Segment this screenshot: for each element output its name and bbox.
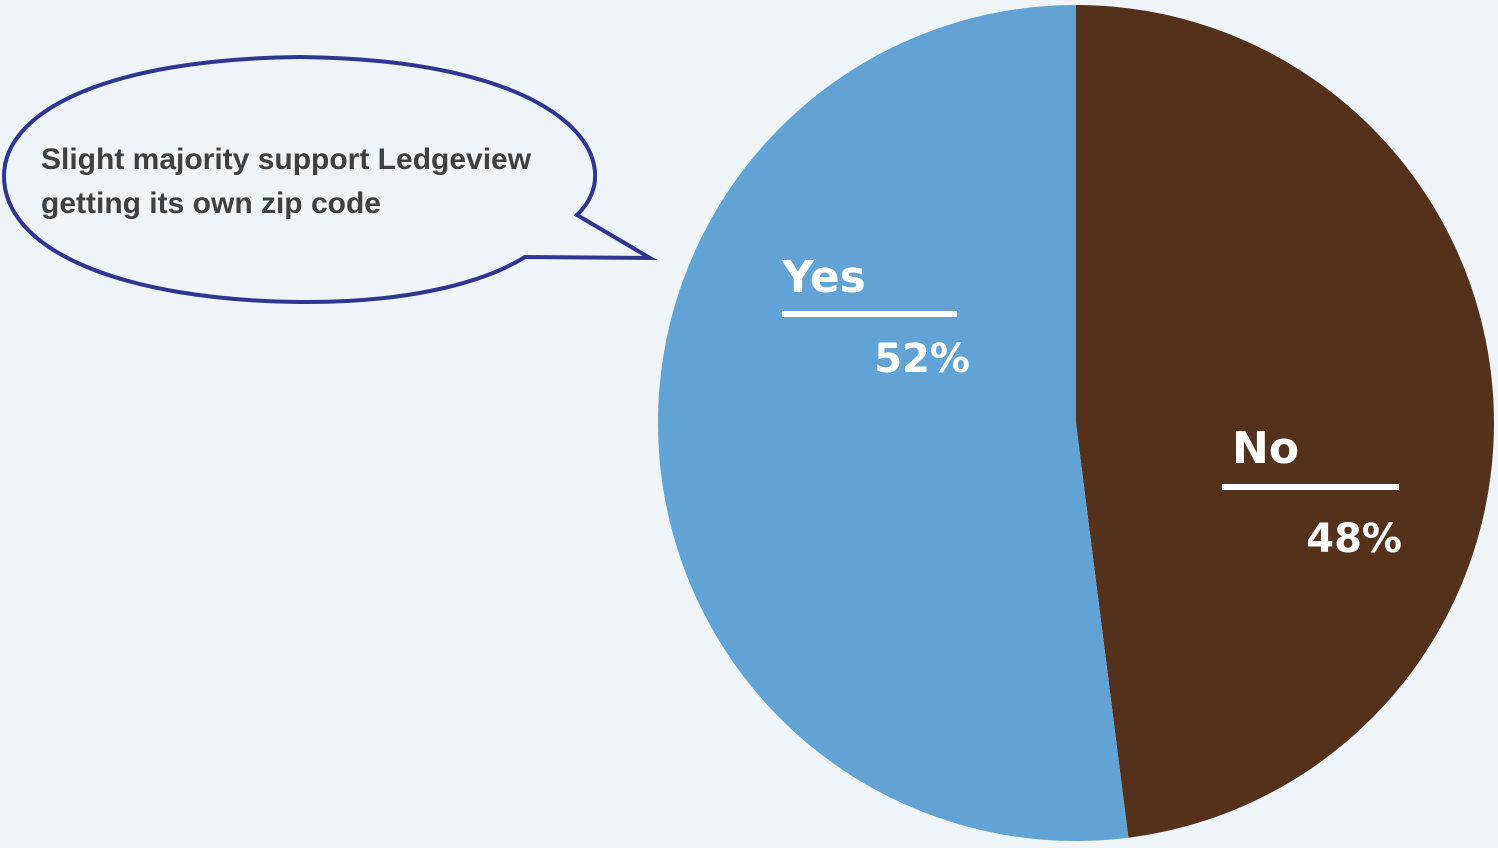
slice-label-no: No [1232,423,1299,474]
slice-label-yes: Yes [781,252,866,303]
callout-line-1: Slight majority support Ledgeview [41,143,532,176]
pie-slice-yes [657,5,1129,841]
slice-value-yes: 52% [874,336,970,382]
pie-slices [657,5,1494,841]
callout-line-2: getting its own zip code [41,187,381,220]
slice-labels: Yes 52% No 48% [781,252,1402,562]
pie-slice-no [1076,5,1494,838]
callout-bubble: Slight majority support Ledgeview gettin… [1,54,658,305]
label-underline-yes [782,311,957,317]
label-underline-no [1222,484,1399,490]
slice-value-no: 48% [1306,516,1402,562]
callout-shape [1,54,658,305]
